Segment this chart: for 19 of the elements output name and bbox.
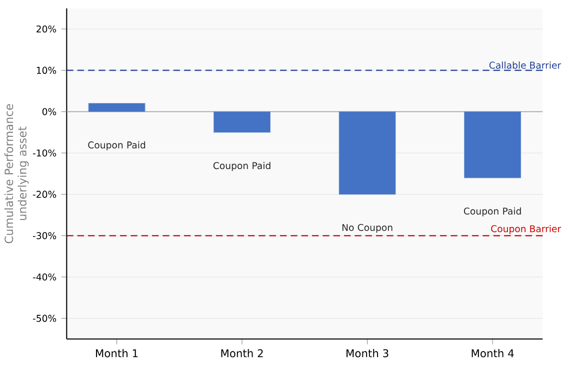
ref-line-label: Callable Barrier (489, 62, 562, 69)
x-tick-label: Month 2 (221, 349, 263, 358)
y-tick-label: -10% (32, 149, 56, 157)
y-tick-label: -20% (32, 190, 56, 198)
x-tick-label: Month 4 (472, 349, 514, 358)
x-tick-label: Month 1 (96, 349, 138, 358)
y-tick-label: -30% (32, 232, 56, 240)
y-tick-label: 0% (42, 108, 56, 116)
x-tick-label: Month 3 (346, 349, 388, 358)
y-tick-label: 10% (36, 66, 56, 74)
y-axis-title: Cumulative Performance underlying asset (4, 104, 29, 244)
y-tick-label: -50% (32, 314, 56, 322)
annotation: Coupon Paid (464, 207, 521, 216)
y-tick-label: 20% (36, 25, 56, 33)
annotation: No Coupon (342, 224, 392, 233)
annotation: Coupon Paid (88, 141, 146, 150)
annotation: Coupon Paid (213, 162, 270, 171)
y-tick-label: -40% (32, 273, 56, 281)
ref-line-label: Coupon Barrier (491, 225, 562, 234)
